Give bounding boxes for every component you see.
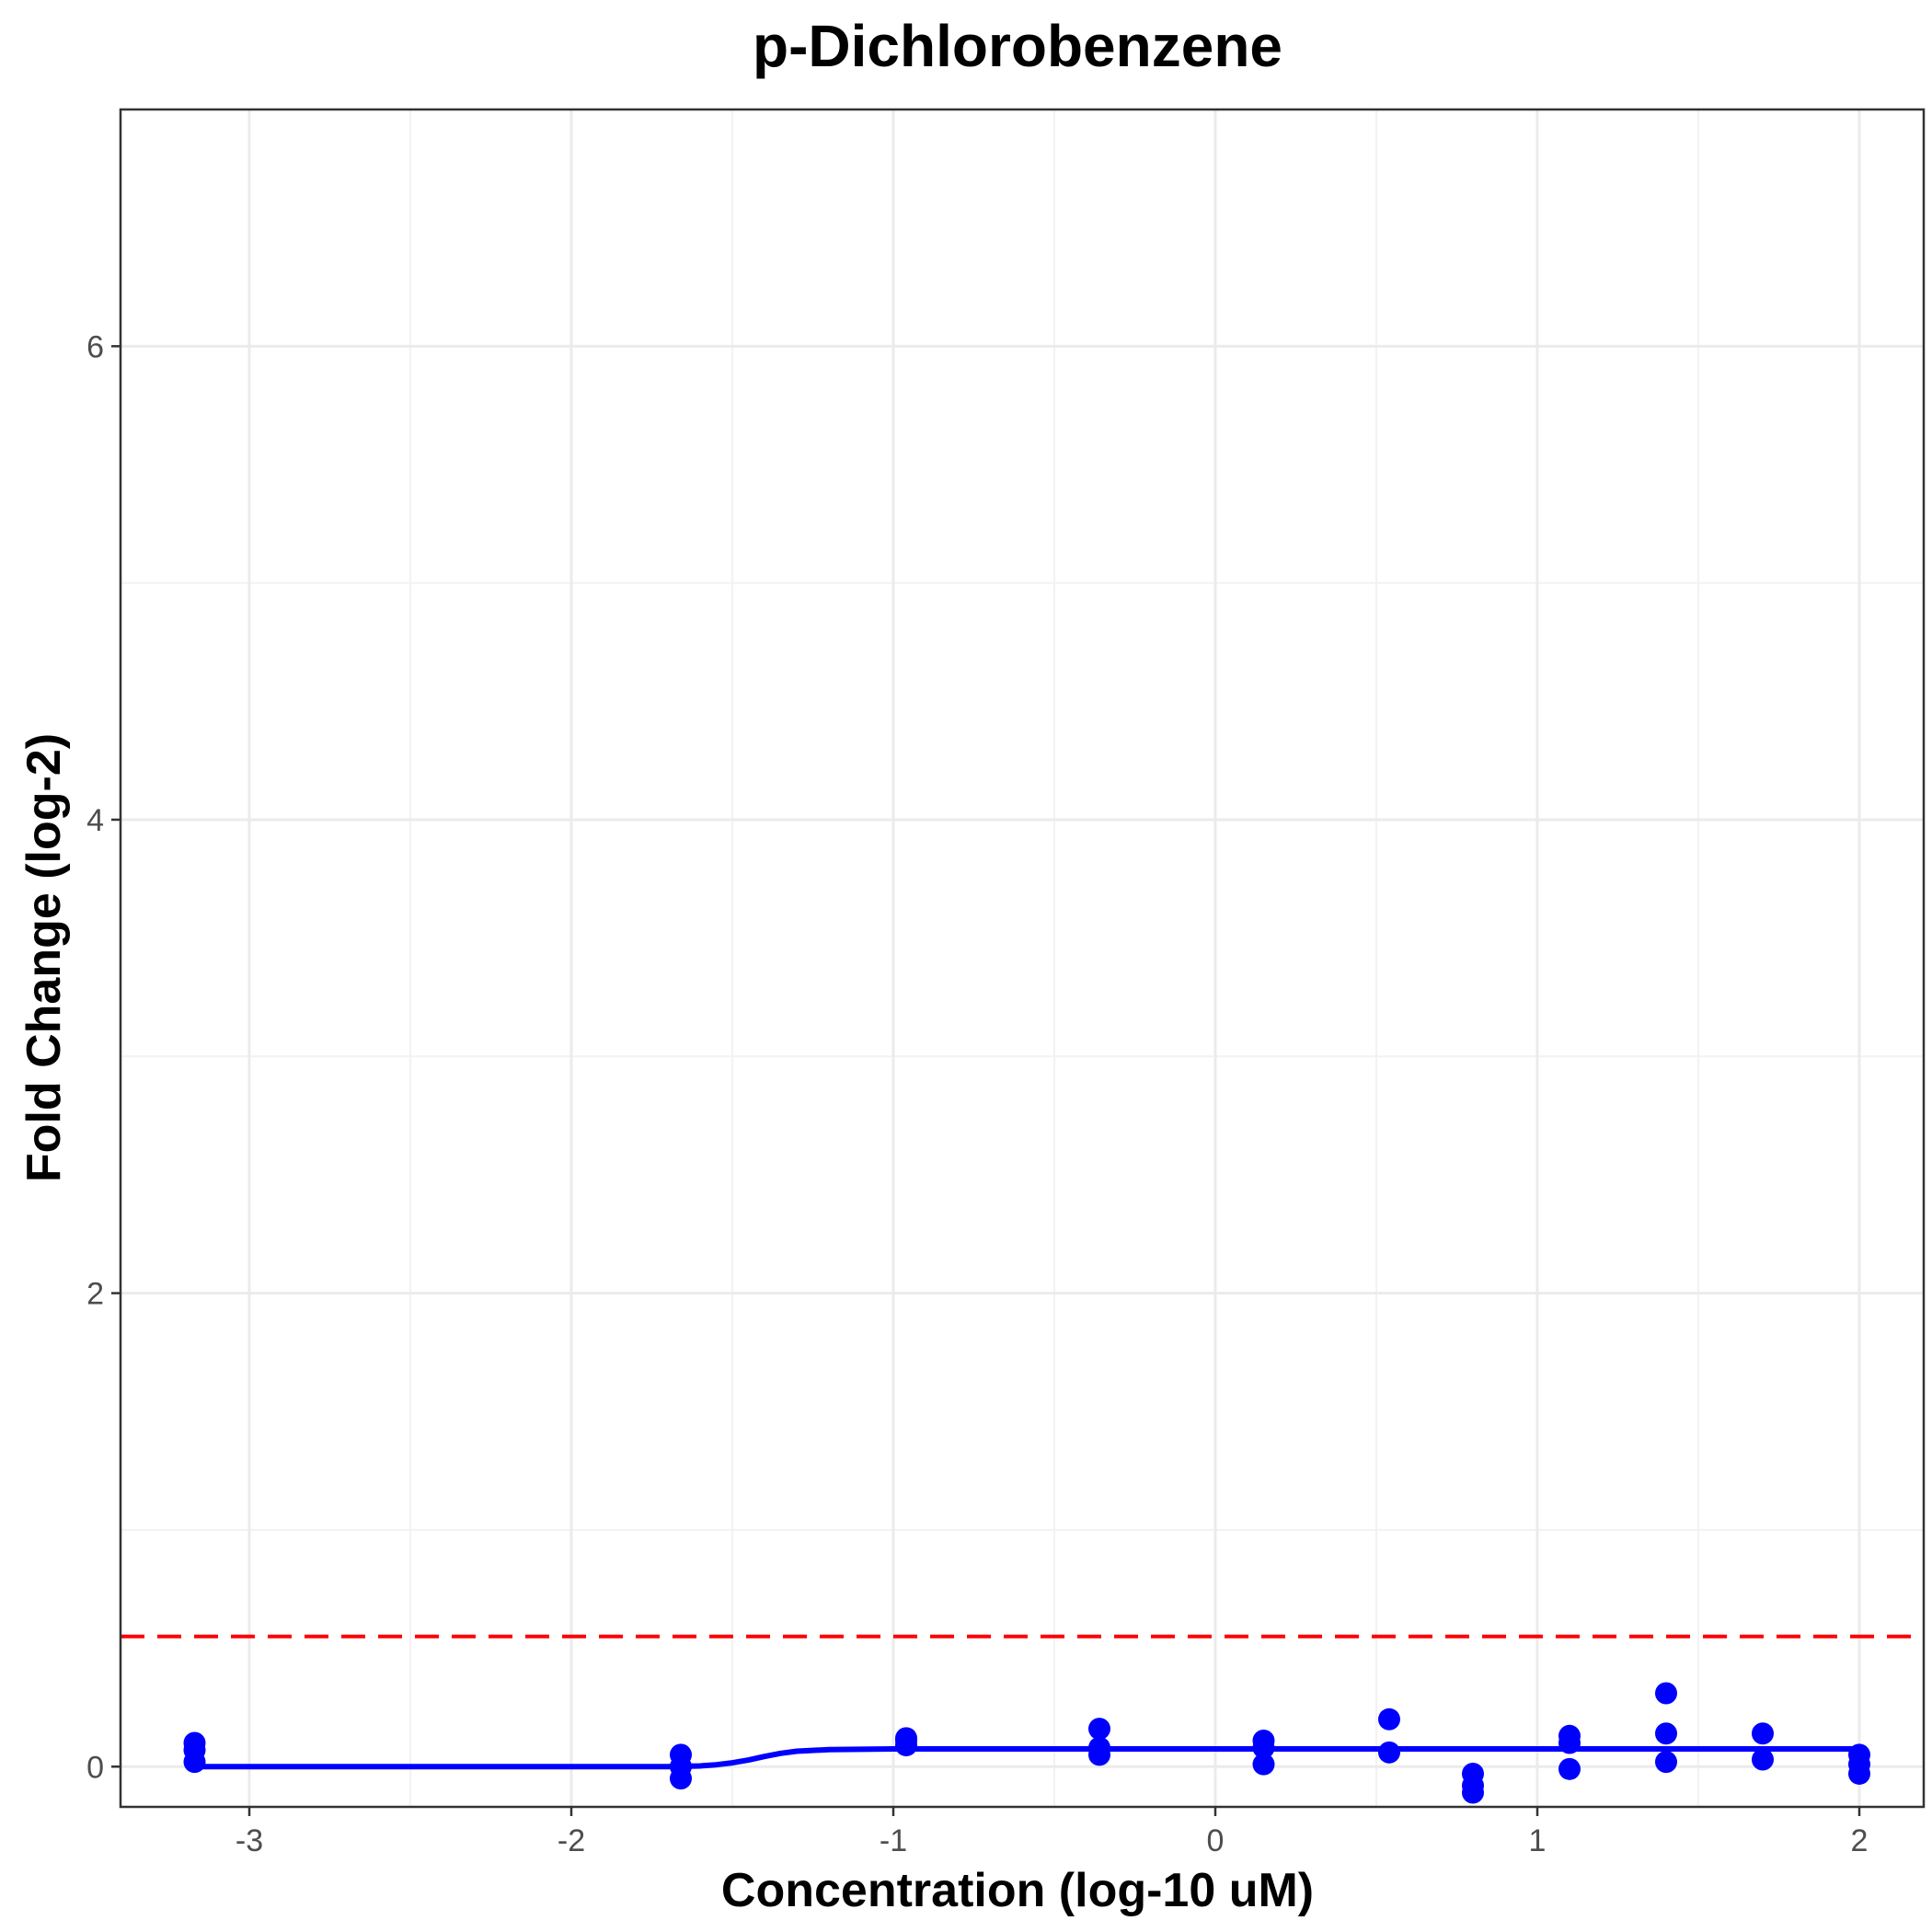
data-point [670, 1767, 692, 1790]
x-tick-label: 1 [1529, 1823, 1547, 1858]
y-tick-label: 4 [86, 803, 104, 838]
data-point [1558, 1731, 1581, 1754]
x-axis-ticks: -3 -2 -1 0 1 2 [236, 1807, 1869, 1858]
data-point [1378, 1708, 1400, 1731]
major-gridlines [121, 109, 1924, 1807]
fit-layer [194, 1746, 1859, 1770]
y-tick-label: 0 [86, 1750, 104, 1785]
x-tick-label: -1 [880, 1823, 907, 1858]
x-tick-label: -3 [236, 1823, 263, 1858]
x-tick-label: 2 [1851, 1823, 1869, 1858]
data-point [1378, 1741, 1400, 1764]
data-point [1655, 1682, 1677, 1705]
data-point [183, 1751, 206, 1774]
data-point [1655, 1722, 1677, 1745]
x-tick-label: 0 [1207, 1823, 1225, 1858]
points-layer [183, 1682, 1870, 1804]
y-axis-ticks: 0 2 4 6 [86, 329, 121, 1785]
y-axis-title: Fold Change (log-2) [17, 733, 71, 1182]
data-point [1752, 1722, 1774, 1745]
panel-border [119, 108, 1926, 1809]
data-point [895, 1734, 917, 1757]
data-point [1655, 1751, 1677, 1774]
x-axis-title: Concentration (log-10 uM) [721, 1864, 1314, 1917]
y-tick-label: 6 [86, 329, 104, 364]
data-point [1558, 1757, 1581, 1780]
data-point [1252, 1753, 1275, 1776]
data-point [1088, 1718, 1110, 1741]
data-point [1252, 1736, 1275, 1759]
x-tick-label: -2 [558, 1823, 585, 1858]
data-point [1462, 1781, 1484, 1804]
chart-title: p-Dichlorobenzene [753, 13, 1282, 79]
data-point [1752, 1748, 1774, 1771]
plot-area [119, 108, 1926, 1809]
minor-gridlines [121, 109, 1924, 1807]
data-point [1848, 1762, 1870, 1785]
y-tick-label: 2 [86, 1277, 104, 1312]
data-point [1088, 1743, 1110, 1766]
fit-curve [194, 1746, 1859, 1770]
panel-background [121, 109, 1924, 1807]
